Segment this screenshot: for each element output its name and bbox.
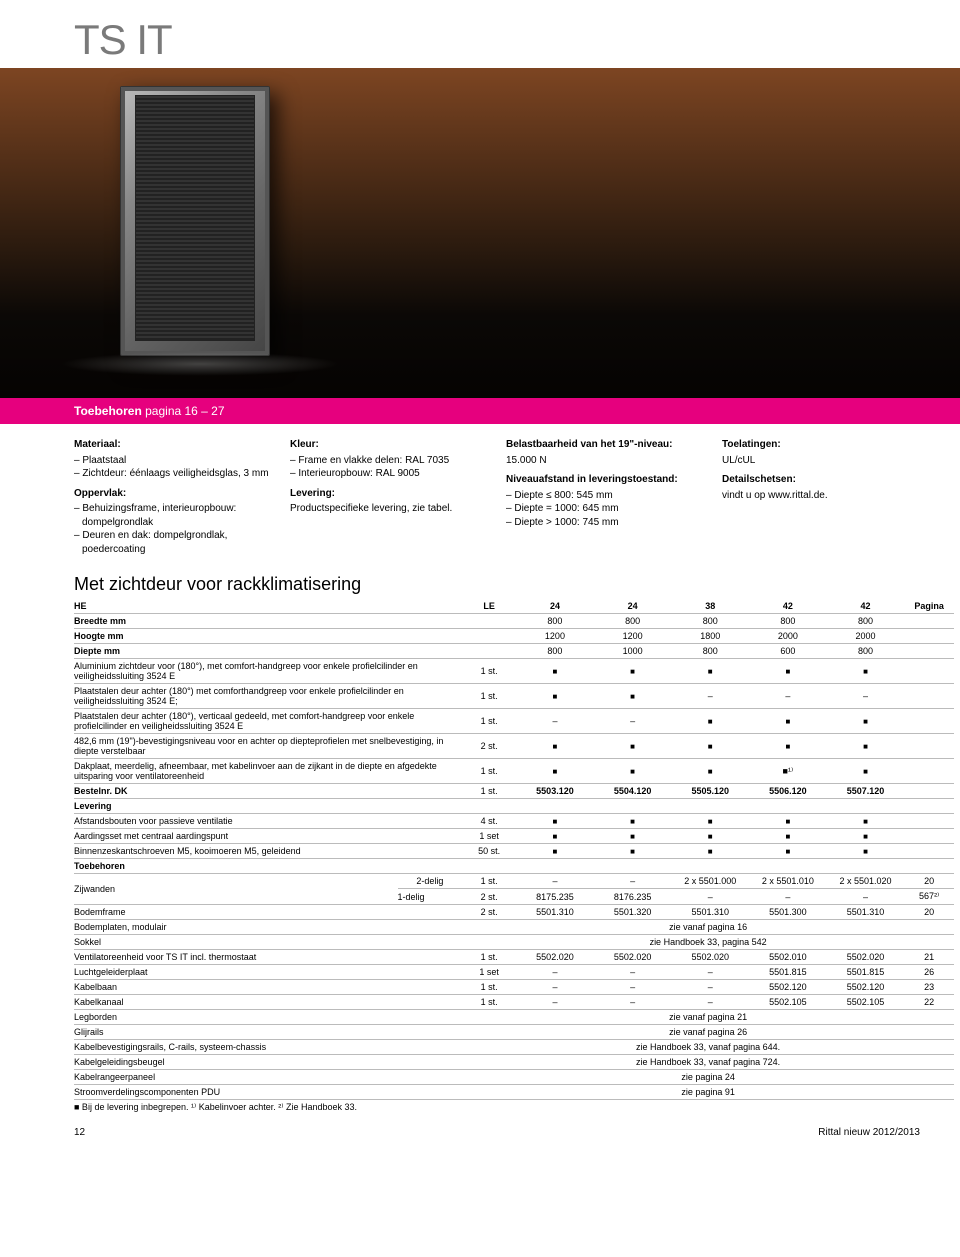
footer: 12 Rittal nieuw 2012/2013 (0, 1117, 960, 1154)
surface-heading: Oppervlak: (74, 487, 272, 501)
accessories-bar: Toebehoren pagina 16 – 27 (0, 398, 960, 424)
material-item: Plaatstaal (74, 454, 272, 468)
spec-table: HELE2424384242PaginaBreedte mm8008008008… (74, 599, 954, 1100)
footer-right: Rittal nieuw 2012/2013 (818, 1127, 920, 1138)
color-item: Interieuropbouw: RAL 9005 (290, 467, 488, 481)
color-heading: Kleur: (290, 438, 488, 452)
surface-item: Behuizingsframe, interieur­opbouw: dompe… (74, 502, 272, 529)
page-title: TS IT (0, 0, 960, 68)
level-item: Diepte = 1000: 645 mm (506, 502, 704, 516)
accessories-label: Toebehoren (74, 404, 142, 418)
info-col-material: Materiaal: Plaatstaal Zichtdeur: éénlaag… (74, 438, 272, 556)
page-number: 12 (74, 1127, 85, 1138)
load-heading: Belastbaarheid van het 19"-niveau: (506, 438, 704, 452)
accessories-range: pagina 16 – 27 (145, 404, 224, 418)
info-col-load: Belastbaarheid van het 19"-niveau: 15.00… (506, 438, 704, 556)
surface-item: Deuren en dak: dompelgrondlak, poedercoa… (74, 529, 272, 556)
cabinet-illustration (120, 86, 270, 356)
footnotes: ■ Bij de levering inbegrepen. ¹⁾ Kabelin… (0, 1100, 960, 1117)
material-heading: Materiaal: (74, 438, 272, 452)
hero-image (0, 68, 960, 398)
detail-text: vindt u op www.rittal.de. (722, 489, 920, 503)
level-item: Diepte > 1000: 745 mm (506, 516, 704, 530)
material-item: Zichtdeur: éénlaags veiligheidsglas, 3 m… (74, 467, 272, 481)
level-item: Diepte ≤ 800: 545 mm (506, 489, 704, 503)
info-col-color: Kleur: Frame en vlakke delen: RAL 7035 I… (290, 438, 488, 556)
delivery-heading: Levering: (290, 487, 488, 501)
color-item: Frame en vlakke delen: RAL 7035 (290, 454, 488, 468)
approvals-heading: Toelatingen: (722, 438, 920, 452)
cabinet-shadow (60, 352, 340, 376)
approvals-text: UL/cUL (722, 454, 920, 468)
info-col-approvals: Toelatingen: UL/cUL Detailschetsen: vind… (722, 438, 920, 556)
page: TS IT Toebehoren pagina 16 – 27 Materiaa… (0, 0, 960, 1154)
info-columns: Materiaal: Plaatstaal Zichtdeur: éénlaag… (0, 424, 960, 566)
load-text: 15.000 N (506, 454, 704, 468)
detail-heading: Detailschetsen: (722, 473, 920, 487)
level-heading: Niveauafstand in leverings­toestand: (506, 473, 704, 487)
delivery-text: Productspecifieke levering, zie tabel. (290, 502, 488, 516)
section-title: Met zichtdeur voor rackklimatisering (0, 566, 960, 599)
